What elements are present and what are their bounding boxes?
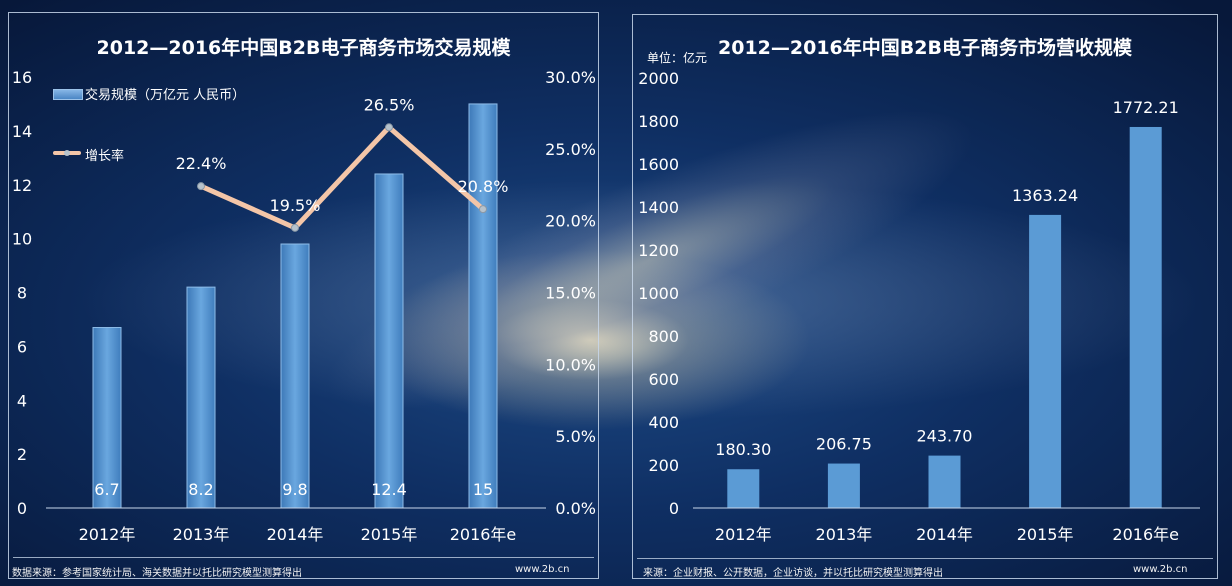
growth-rate-label: 19.5% bbox=[270, 196, 321, 215]
bar bbox=[1029, 214, 1062, 509]
growth-rate-point bbox=[385, 123, 393, 132]
y-axis-tick-label: 16 bbox=[12, 68, 32, 87]
y-axis-tick-label: 4 bbox=[17, 391, 27, 410]
legend-bar-swatch bbox=[53, 89, 83, 100]
legend-bar-label: 交易规模（万亿元 人民币） bbox=[85, 88, 246, 103]
footer-divider bbox=[637, 558, 1213, 559]
y-axis-tick-label: 600 bbox=[648, 370, 679, 389]
y-axis-tick-label: 2 bbox=[17, 445, 27, 464]
growth-rate-label: 26.5% bbox=[364, 95, 415, 114]
x-axis-tick-label: 2014年 bbox=[267, 525, 324, 544]
bar-value-label: 8.2 bbox=[188, 480, 213, 499]
bar-value-label: 243.70 bbox=[917, 427, 973, 446]
legend-line-marker bbox=[64, 150, 70, 156]
y-axis-tick-label: 12 bbox=[12, 176, 32, 195]
bar bbox=[1129, 126, 1162, 508]
bar-value-label: 9.8 bbox=[282, 480, 307, 499]
growth-rate-label: 22.4% bbox=[176, 154, 227, 173]
y-axis-tick-label: 1400 bbox=[638, 198, 679, 217]
bar bbox=[928, 455, 961, 508]
bar bbox=[727, 469, 760, 508]
x-axis-tick-label: 2012年 bbox=[79, 525, 136, 544]
x-axis-tick-label: 2016年e bbox=[450, 525, 517, 544]
chart-title: 2012—2016年中国B2B电子商务市场交易规模 bbox=[96, 37, 511, 59]
revenue-scale-chart-panel: 2012—2016年中国B2B电子商务市场营收规模 单位：亿元 来源：企业财报、… bbox=[632, 14, 1218, 579]
x-axis-tick-label: 2015年 bbox=[1017, 525, 1074, 544]
y-axis-tick-label: 400 bbox=[648, 413, 679, 432]
growth-rate-point bbox=[479, 205, 487, 214]
bar bbox=[468, 103, 498, 509]
bar bbox=[827, 463, 860, 508]
y-axis-tick-label: 1600 bbox=[638, 155, 679, 174]
y2-axis-tick-label: 15.0% bbox=[545, 284, 596, 303]
bar-value-label: 1772.21 bbox=[1113, 98, 1179, 117]
y-axis-tick-label: 1000 bbox=[638, 284, 679, 303]
x-axis-tick-label: 2014年 bbox=[916, 525, 973, 544]
y-axis-tick-label: 2000 bbox=[638, 69, 679, 88]
bar bbox=[186, 286, 216, 509]
transaction-scale-chart-panel: 2012—2016年中国B2B电子商务市场交易规模 交易规模（万亿元 人民币） … bbox=[8, 12, 599, 579]
bar bbox=[374, 173, 404, 509]
growth-rate-point bbox=[197, 182, 205, 191]
growth-rate-label: 20.8% bbox=[458, 177, 509, 196]
chart-title: 2012—2016年中国B2B电子商务市场营收规模 bbox=[718, 37, 1132, 59]
y2-axis-tick-label: 0.0% bbox=[555, 499, 596, 518]
legend-line-label: 增长率 bbox=[85, 149, 125, 164]
y-axis-tick-label: 800 bbox=[648, 327, 679, 346]
y2-axis-tick-label: 10.0% bbox=[545, 355, 596, 374]
x-axis-tick-label: 2013年 bbox=[173, 525, 230, 544]
bar-value-label: 1363.24 bbox=[1012, 186, 1078, 205]
bar bbox=[280, 243, 310, 509]
source-note: 来源：企业财报、公开数据，企业访谈，并以托比研究模型测算得出 bbox=[643, 568, 943, 579]
y-axis-tick-label: 1800 bbox=[638, 112, 679, 131]
y-axis-tick-label: 0 bbox=[17, 499, 27, 518]
y2-axis-tick-label: 25.0% bbox=[545, 140, 596, 159]
y-axis-tick-label: 10 bbox=[12, 230, 32, 249]
x-axis-tick-label: 2016年e bbox=[1112, 525, 1179, 544]
y-axis-tick-label: 6 bbox=[17, 337, 27, 356]
y-axis-tick-label: 1200 bbox=[638, 241, 679, 260]
bar-value-label: 15 bbox=[473, 480, 493, 499]
bar-value-label: 6.7 bbox=[94, 480, 119, 499]
unit-label: 单位：亿元 bbox=[647, 51, 708, 65]
y-axis-tick-label: 8 bbox=[17, 284, 27, 303]
x-axis-tick-label: 2015年 bbox=[361, 525, 418, 544]
growth-rate-line bbox=[198, 124, 486, 231]
bar-value-label: 206.75 bbox=[816, 435, 872, 454]
y-axis-tick-label: 0 bbox=[669, 499, 679, 518]
bar bbox=[92, 327, 122, 509]
growth-rate-point bbox=[291, 223, 299, 232]
y2-axis-tick-label: 20.0% bbox=[545, 212, 596, 231]
bar-value-label: 12.4 bbox=[371, 480, 407, 499]
bar-value-label: 180.30 bbox=[715, 440, 771, 459]
footer-divider bbox=[13, 557, 594, 558]
source-note: 数据来源：参考国家统计局、海关数据并以托比研究模型测算得出 bbox=[12, 568, 302, 579]
x-axis-tick-label: 2013年 bbox=[816, 525, 873, 544]
y2-axis-tick-label: 30.0% bbox=[545, 68, 596, 87]
y2-axis-tick-label: 5.0% bbox=[555, 427, 596, 446]
site-url: www.2b.cn bbox=[515, 564, 570, 575]
y-axis-tick-label: 200 bbox=[648, 456, 679, 475]
site-url: www.2b.cn bbox=[1133, 564, 1188, 575]
x-axis-tick-label: 2012年 bbox=[715, 525, 772, 544]
y-axis-tick-label: 14 bbox=[12, 122, 32, 141]
